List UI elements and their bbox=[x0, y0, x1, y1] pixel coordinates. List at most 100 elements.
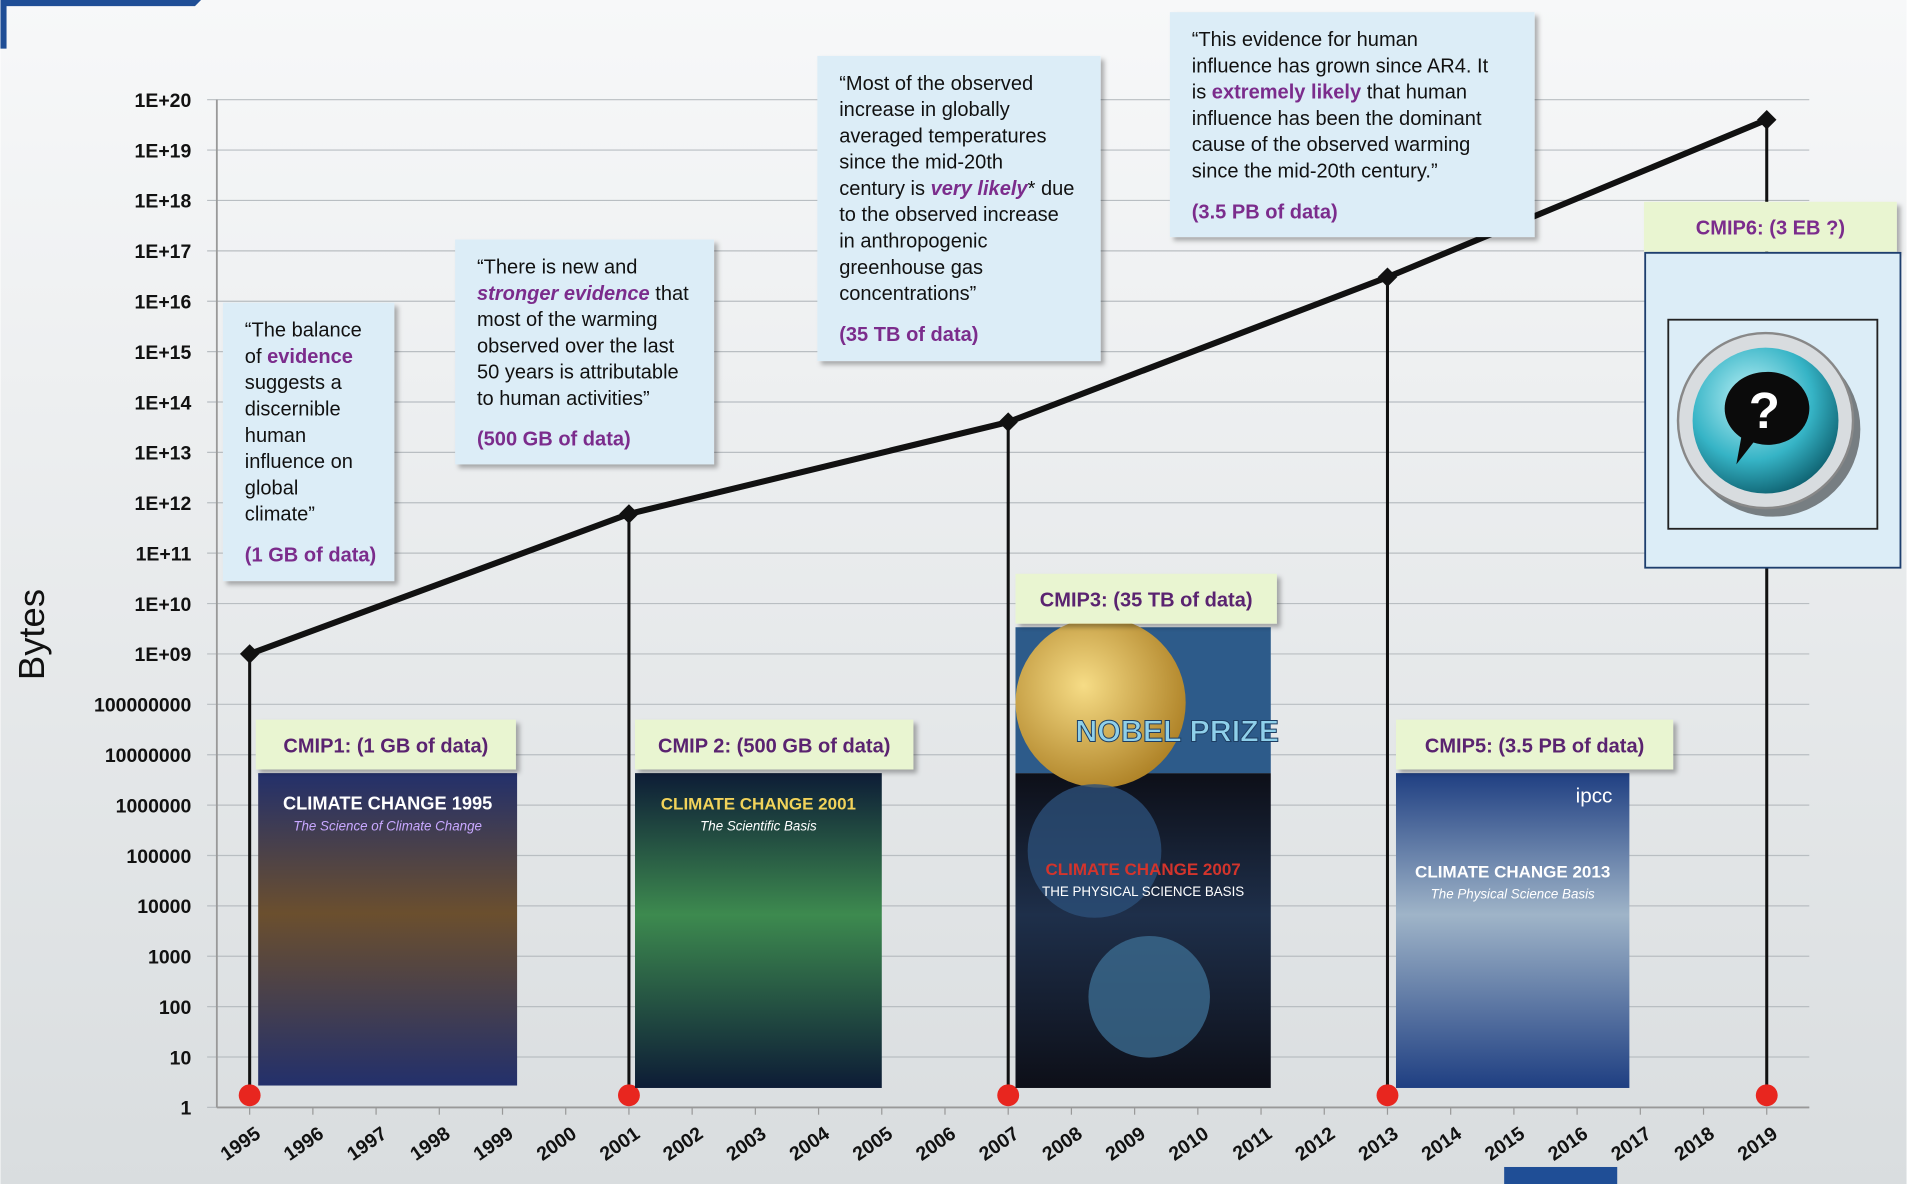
callout-line: of evidence bbox=[245, 346, 353, 368]
callout-text: “Most of the observed bbox=[839, 73, 1033, 95]
report-cover bbox=[1395, 773, 1630, 1088]
y-tick-label: 100 bbox=[159, 997, 192, 1019]
callout-box bbox=[222, 302, 395, 582]
y-tick-label: 1E+13 bbox=[135, 443, 192, 465]
callout-data: (35 TB of data) bbox=[839, 324, 978, 346]
callout-text: very likely bbox=[931, 178, 1029, 200]
y-tick-label: 1E+15 bbox=[135, 342, 192, 364]
cmip-label-box bbox=[1395, 719, 1674, 770]
cmip-label-box bbox=[255, 719, 516, 770]
y-tick-label: 1E+12 bbox=[135, 493, 192, 515]
y-tick-label: 1E+20 bbox=[135, 90, 192, 112]
nobel-medal bbox=[1015, 617, 1186, 788]
callout-line: influence has grown since AR4. It bbox=[1192, 55, 1489, 77]
callout-line: century is very likely* due bbox=[839, 178, 1074, 200]
cmip-label: CMIP3: (35 TB of data) bbox=[1040, 590, 1253, 612]
callout-line: in anthropogenic bbox=[839, 230, 987, 252]
y-tick-label: 10 bbox=[170, 1047, 192, 1069]
data-point bbox=[1757, 110, 1777, 130]
callout-line: stronger evidence that bbox=[477, 283, 689, 305]
callout-text: influence has grown since AR4. It bbox=[1192, 55, 1489, 77]
year-marker bbox=[238, 1084, 261, 1107]
callout-text: “There is new and bbox=[477, 257, 637, 279]
report-cover bbox=[258, 773, 518, 1086]
y-tick-label: 1E+17 bbox=[135, 241, 192, 263]
year-marker bbox=[1376, 1084, 1399, 1107]
callout-data: (3.5 PB of data) bbox=[1192, 201, 1338, 223]
callout-line: influence has been the dominant bbox=[1192, 108, 1482, 130]
annotations: “The balance of evidence suggests a discern… bbox=[222, 12, 1902, 1088]
callout-line: “Most of the observed bbox=[839, 73, 1033, 95]
cmip-label: CMIP 2: (500 GB of data) bbox=[658, 735, 890, 757]
callout-text: discernible bbox=[245, 398, 341, 420]
earth bbox=[1027, 784, 1162, 918]
callout-line: concentrations” bbox=[839, 283, 976, 305]
y-tick-label: 10000 bbox=[137, 896, 191, 918]
callout-box bbox=[1169, 12, 1535, 238]
callout-line: cause of the observed warming bbox=[1192, 134, 1471, 156]
callout-box bbox=[455, 239, 715, 465]
callout-line: increase in globally bbox=[839, 99, 1010, 121]
icon-symbol: ? bbox=[1749, 382, 1780, 439]
y-tick-label: 100000 bbox=[126, 846, 191, 868]
callout-line: to human activities” bbox=[477, 388, 650, 410]
callout-text: influence has been the dominant bbox=[1192, 108, 1482, 130]
callout-text: 50 years is attributable bbox=[477, 362, 679, 384]
cover-brand: ipcc bbox=[1576, 784, 1613, 807]
callout-text: is bbox=[1192, 82, 1212, 104]
cover-subtitle: The Scientific Basis bbox=[700, 818, 817, 833]
y-tick-label: 1E+10 bbox=[135, 594, 192, 616]
callout-text: since the mid-20th bbox=[839, 152, 1003, 174]
cover-title: CLIMATE CHANGE 2013 bbox=[1415, 863, 1610, 882]
year-marker bbox=[997, 1084, 1020, 1107]
callout-text: since the mid-20th century.” bbox=[1192, 160, 1438, 182]
cmip-label: CMIP6: (3 EB ?) bbox=[1696, 218, 1845, 240]
data-point bbox=[1377, 267, 1398, 287]
callout-line: human bbox=[245, 425, 306, 447]
year-marker bbox=[1755, 1084, 1778, 1107]
callout-text: “This evidence for human bbox=[1192, 29, 1418, 51]
y-tick-label: 1E+11 bbox=[136, 543, 192, 565]
y-tick-label: 1E+19 bbox=[135, 140, 192, 162]
callout-text: * due bbox=[1028, 178, 1075, 200]
y-tick-label: 1E+16 bbox=[135, 292, 192, 314]
callout-text: most of the warming bbox=[477, 309, 657, 331]
callout-box bbox=[817, 55, 1101, 362]
callout-data: (500 GB of data) bbox=[477, 429, 631, 451]
corner-decoration bbox=[0, 0, 202, 49]
callout-text: of bbox=[245, 346, 267, 368]
callout-line: since the mid-20th century.” bbox=[1192, 160, 1438, 182]
callout-text: suggests a bbox=[245, 372, 343, 394]
callout-text: averaged temperatures bbox=[839, 125, 1046, 147]
callout-line: is extremely likely that human bbox=[1192, 82, 1467, 104]
callout-text: century is bbox=[839, 178, 930, 200]
cmip-label-box bbox=[1643, 201, 1897, 252]
y-tick-label: 1E+14 bbox=[135, 392, 192, 414]
callout-line: influence on bbox=[245, 451, 353, 473]
callout-text: to the observed increase bbox=[839, 204, 1059, 226]
callout-line: suggests a bbox=[245, 372, 343, 394]
cover-subtitle: The Science of Climate Change bbox=[293, 818, 482, 833]
callout-line: averaged temperatures bbox=[839, 125, 1046, 147]
data-point bbox=[619, 504, 639, 524]
callout-line: climate” bbox=[245, 504, 315, 526]
y-tick-label: 10000000 bbox=[105, 745, 192, 767]
cover-subtitle: The Physical Science Basis bbox=[1431, 886, 1595, 901]
callout-text: stronger evidence bbox=[477, 283, 650, 305]
callout-line: “This evidence for human bbox=[1192, 29, 1418, 51]
callout-line: discernible bbox=[245, 398, 341, 420]
callout-text: to human activities” bbox=[477, 388, 650, 410]
y-axis-title: Bytes bbox=[11, 589, 52, 680]
report-cover bbox=[635, 773, 882, 1088]
callout-line: to the observed increase bbox=[839, 204, 1059, 226]
cmip-label-box bbox=[635, 719, 914, 770]
icon-bubble bbox=[1724, 371, 1810, 465]
data-point bbox=[998, 412, 1018, 432]
callout-data: (1 GB of data) bbox=[245, 544, 376, 566]
callout-line: “There is new and bbox=[477, 257, 637, 279]
callout-text: global bbox=[245, 477, 299, 499]
earth bbox=[1088, 936, 1210, 1058]
y-tick-label: 1000 bbox=[148, 947, 191, 969]
